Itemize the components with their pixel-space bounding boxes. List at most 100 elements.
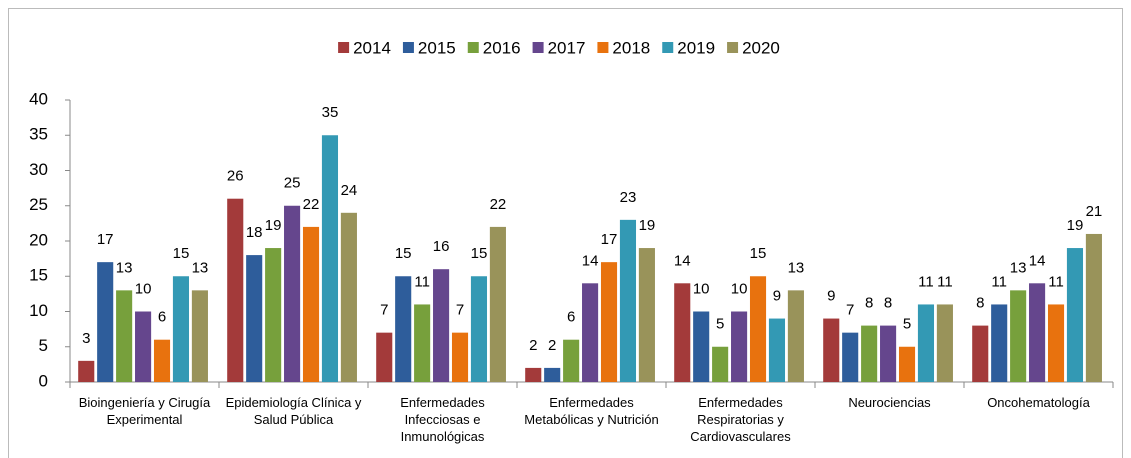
data-label: 24	[341, 182, 358, 199]
bar	[972, 325, 989, 382]
y-tick-label: 0	[39, 371, 48, 390]
bar	[302, 226, 320, 382]
bar	[749, 276, 767, 382]
bar	[880, 325, 897, 382]
legend-label: 2018	[612, 38, 650, 57]
legend-swatch	[727, 42, 739, 53]
legend-label: 2016	[483, 38, 521, 57]
data-label: 17	[97, 231, 114, 248]
data-label: 5	[903, 316, 911, 333]
bar	[451, 332, 469, 382]
legend-swatch	[532, 42, 544, 53]
data-label: 22	[303, 196, 320, 213]
data-label: 7	[380, 302, 388, 319]
data-label: 2	[529, 337, 537, 354]
bar	[638, 248, 655, 382]
bar	[191, 290, 208, 382]
y-tick-label: 25	[29, 195, 48, 214]
x-tick-label: Epidemiología Clínica y Salud Pública	[225, 395, 362, 427]
bar	[842, 332, 859, 382]
bar	[172, 276, 190, 382]
data-label: 16	[433, 238, 450, 255]
data-label: 17	[601, 231, 618, 248]
legend-swatch	[338, 42, 350, 53]
data-label: 8	[865, 295, 873, 312]
legend-swatch	[597, 42, 609, 53]
bar	[321, 135, 339, 382]
data-label: 21	[1086, 203, 1103, 220]
data-label: 6	[158, 309, 166, 326]
legend-swatch	[467, 42, 479, 53]
legend-label: 2019	[677, 38, 715, 57]
bar	[936, 304, 953, 382]
data-label: 26	[227, 168, 244, 185]
chart-frame	[8, 8, 1123, 458]
data-label: 2	[548, 337, 556, 354]
bar	[376, 332, 393, 382]
data-label: 5	[716, 316, 724, 333]
data-label: 3	[82, 330, 90, 347]
bar	[1085, 233, 1102, 382]
bar	[433, 269, 450, 382]
bar	[619, 219, 637, 382]
data-label: 11	[991, 273, 1007, 290]
legend-swatch	[402, 42, 414, 53]
bar	[525, 367, 542, 382]
y-tick-label: 30	[29, 160, 48, 179]
data-label: 15	[750, 245, 767, 262]
data-label: 14	[674, 252, 691, 269]
data-label: 13	[116, 259, 133, 276]
data-label: 22	[490, 196, 507, 213]
data-label: 18	[246, 224, 263, 241]
bar	[489, 226, 506, 382]
bar	[1029, 283, 1046, 382]
y-tick-label: 15	[29, 266, 48, 285]
bar	[768, 318, 786, 382]
data-label: 13	[192, 259, 209, 276]
data-label: 19	[1067, 217, 1084, 234]
x-tick-label: Neurociencias	[848, 395, 931, 410]
bar	[674, 283, 691, 382]
data-label: 14	[582, 252, 599, 269]
y-tick-label: 35	[29, 125, 48, 144]
y-tick-label: 5	[39, 336, 48, 355]
data-label: 35	[322, 104, 339, 121]
bar	[1047, 304, 1065, 382]
bar	[600, 262, 618, 382]
data-label: 7	[846, 302, 854, 319]
bar	[544, 367, 561, 382]
bar	[135, 311, 152, 382]
data-label: 19	[265, 217, 282, 234]
data-label: 14	[1029, 252, 1046, 269]
data-label: 10	[135, 280, 152, 297]
data-label: 10	[693, 280, 710, 297]
bar	[340, 212, 357, 382]
data-label: 19	[639, 217, 656, 234]
data-label: 11	[1048, 273, 1064, 290]
bar	[1010, 290, 1027, 382]
legend-label: 2014	[353, 38, 391, 57]
data-label: 13	[1010, 259, 1027, 276]
bar	[563, 339, 580, 382]
data-label: 8	[884, 295, 892, 312]
bar	[991, 304, 1008, 382]
data-label: 11	[937, 273, 953, 290]
x-tick-label: Bioingeniería y Cirugía Experimental	[78, 395, 211, 427]
bar	[97, 262, 114, 382]
bar	[861, 325, 878, 382]
data-label: 9	[827, 288, 835, 305]
bar	[246, 255, 263, 382]
bar	[265, 248, 282, 382]
legend-swatch	[662, 42, 674, 53]
bar	[693, 311, 710, 382]
bar	[731, 311, 748, 382]
data-label: 11	[414, 273, 430, 290]
legend-label: 2017	[548, 38, 586, 57]
data-label: 15	[173, 245, 190, 262]
data-label: 15	[471, 245, 488, 262]
data-label: 10	[731, 280, 748, 297]
legend-label: 2020	[742, 38, 780, 57]
data-label: 15	[395, 245, 412, 262]
